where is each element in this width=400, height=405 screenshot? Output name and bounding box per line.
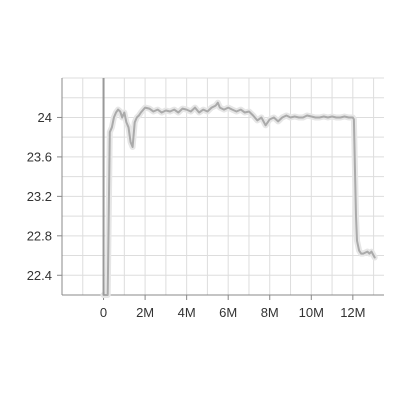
y-tick-label: 22.8 (27, 228, 52, 243)
x-tick-label: 10M (299, 305, 324, 320)
x-tick-label: 0 (100, 305, 107, 320)
x-tick-label: 4M (178, 305, 196, 320)
x-tick-label: 2M (136, 305, 154, 320)
series-layer (102, 101, 376, 296)
y-tick-label: 23.6 (27, 149, 52, 164)
y-tick-label: 22.4 (27, 268, 52, 283)
y-tick-label: 23.2 (27, 189, 52, 204)
x-tick-label: 12M (340, 305, 365, 320)
grid (61, 77, 384, 296)
y-tick-labels: 22.4 22.8 23.2 23.6 24 (27, 110, 52, 283)
series-line (102, 101, 376, 296)
x-tick-label: 8M (261, 305, 279, 320)
x-tick-label: 6M (219, 305, 237, 320)
x-tick-labels: 0 2M 4M 6M 8M 10M 12M (100, 305, 366, 320)
raw-series-line (100, 99, 378, 298)
y-tick-label: 24 (38, 110, 52, 125)
raw-series-band (100, 99, 378, 298)
